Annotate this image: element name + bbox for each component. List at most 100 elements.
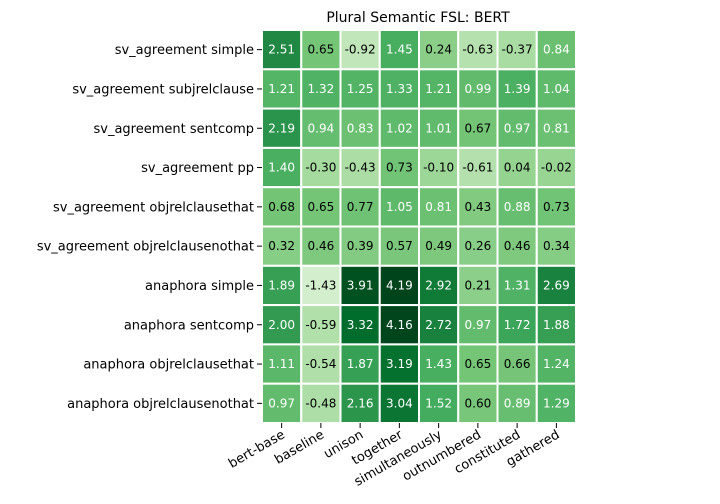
cell-value-label: 3.91: [347, 278, 374, 292]
cell-value-label: 1.72: [504, 318, 531, 332]
row-label: sv_agreement objrelclausenothat: [37, 240, 254, 255]
cell-value-label: 0.88: [504, 200, 531, 214]
cell-value-label: 1.25: [347, 82, 374, 96]
cell-value-label: 1.02: [386, 121, 413, 135]
cell-value-label: 0.68: [268, 200, 295, 214]
heatmap-cell: [300, 382, 342, 425]
heatmap-cell: [300, 264, 342, 307]
heatmap-cell: [418, 146, 460, 189]
cell-value-label: 0.89: [504, 396, 531, 410]
row-label: anaphora objrelclausenothat: [67, 397, 254, 412]
row-label: sv_agreement sentcomp: [94, 122, 255, 137]
heatmap-cell: [535, 225, 577, 267]
heatmap-cells: 2.51 0.65 -0.92 1.45 0.24 -0.63 -0.37 0.84 1.21 1…: [261, 29, 577, 425]
cell-value-label: 2.16: [347, 396, 374, 410]
cell-value-label: -1.43: [305, 278, 336, 292]
heatmap-cell: [339, 343, 381, 385]
cell-value-label: -0.59: [305, 318, 336, 332]
cell-value-label: 0.83: [347, 121, 374, 135]
heatmap-cell: [339, 146, 381, 189]
row-label: anaphora simple: [145, 279, 254, 294]
cell-value-label: 1.40: [268, 161, 295, 175]
row-label: sv_agreement simple: [115, 43, 254, 58]
heatmap-cell: [339, 264, 381, 307]
heatmap-cell: [457, 264, 499, 307]
cell-value-label: 1.89: [268, 278, 295, 292]
cell-value-label: 0.97: [504, 121, 531, 135]
cell-value-label: 0.99: [465, 82, 492, 96]
cell-value-label: -0.92: [345, 43, 376, 57]
cell-value-label: 0.57: [386, 239, 413, 253]
cell-value-label: -0.02: [541, 161, 572, 175]
cell-value-label: 3.32: [347, 318, 374, 332]
cell-value-label: 0.39: [347, 239, 374, 253]
row-label: anaphora objrelclausethat: [83, 358, 254, 373]
row-label: sv_agreement objrelclausethat: [53, 200, 254, 215]
cell-value-label: -0.30: [305, 161, 336, 175]
cell-value-label: -0.10: [423, 161, 454, 175]
cell-value-label: 2.69: [543, 278, 570, 292]
cell-value-label: 0.60: [465, 396, 492, 410]
cell-value-label: 1.05: [386, 200, 413, 214]
cell-value-label: 0.34: [543, 239, 570, 253]
heatmap-cell: [300, 68, 342, 110]
heatmap-cell: [418, 382, 460, 425]
heatmap-cell: [496, 146, 538, 189]
heatmap-cell: [535, 382, 577, 425]
cell-value-label: 1.01: [425, 121, 452, 135]
cell-value-label: 1.43: [425, 357, 452, 371]
heatmap-cell: [418, 343, 460, 385]
row-label: sv_agreement subjrelclause: [72, 82, 254, 97]
cell-value-label: 0.26: [465, 239, 492, 253]
cell-value-label: 0.43: [465, 200, 492, 214]
cell-value-label: 0.66: [504, 357, 531, 371]
cell-value-label: 1.24: [543, 357, 570, 371]
row-labels: sv_agreement simple sv_agreement subjrelc…: [37, 43, 262, 412]
cell-value-label: 1.33: [386, 82, 413, 96]
cell-value-label: 0.81: [425, 200, 452, 214]
heatmap-cell: [457, 382, 499, 425]
cell-value-label: 0.97: [268, 396, 295, 410]
cell-value-label: -0.61: [462, 161, 493, 175]
cell-value-label: 0.73: [386, 161, 413, 175]
row-label: sv_agreement pp: [141, 161, 254, 176]
cell-value-label: 1.31: [504, 278, 531, 292]
heatmap-cell: [261, 382, 303, 425]
cell-value-label: 1.87: [347, 357, 374, 371]
cell-value-label: 0.65: [308, 200, 335, 214]
cell-value-label: 1.11: [268, 357, 295, 371]
cell-value-label: 3.19: [386, 357, 413, 371]
heatmap-cell: [496, 107, 538, 149]
row-label: anaphora sentcomp: [124, 318, 254, 333]
heatmap-cell: [457, 225, 499, 267]
cell-value-label: 4.16: [386, 318, 413, 332]
heatmap-cell: [496, 264, 538, 307]
cell-value-label: 1.88: [543, 318, 570, 332]
heatmap-cell: [378, 186, 420, 228]
cell-value-label: 0.84: [543, 43, 570, 57]
cell-value-label: 0.32: [268, 239, 295, 253]
cell-value-label: 2.72: [425, 318, 452, 332]
cell-value-label: 0.67: [465, 121, 492, 135]
heatmap-cell: [339, 107, 381, 149]
cell-value-label: 1.45: [386, 43, 413, 57]
heatmap-cell: [535, 304, 577, 346]
cell-value-label: 0.77: [347, 200, 374, 214]
cell-value-label: -0.54: [305, 357, 336, 371]
cell-value-label: 0.94: [308, 121, 335, 135]
cell-value-label: 4.19: [386, 278, 413, 292]
cell-value-label: 2.92: [425, 278, 452, 292]
cell-value-label: 1.52: [425, 396, 452, 410]
cell-value-label: 0.49: [425, 239, 452, 253]
cell-value-label: 0.46: [504, 239, 531, 253]
cell-value-label: 1.21: [268, 82, 295, 96]
cell-value-label: 0.65: [308, 43, 335, 57]
cell-value-label: 0.97: [465, 318, 492, 332]
cell-value-label: -0.37: [502, 43, 533, 57]
cell-value-label: 0.21: [465, 278, 492, 292]
heatmap-cell: [535, 264, 577, 307]
heatmap-cell: [535, 29, 577, 71]
cell-value-label: 0.81: [543, 121, 570, 135]
heatmap-cell: [535, 107, 577, 149]
cell-value-label: 1.04: [543, 82, 570, 96]
